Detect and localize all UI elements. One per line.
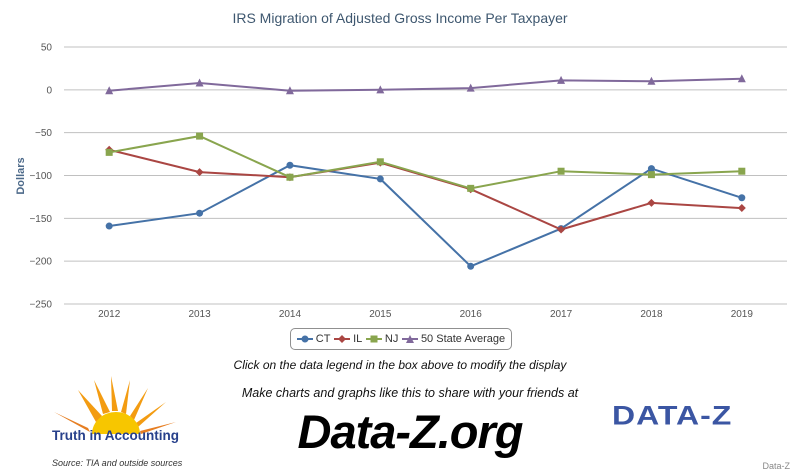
- data-point[interactable]: [647, 171, 655, 179]
- x-tick-label: 2018: [640, 309, 663, 320]
- triangle-marker-icon: [401, 335, 418, 343]
- y-tick-label: 50: [41, 43, 53, 54]
- instruction-text: Click on the data legend in the box abov…: [233, 358, 567, 372]
- series-line: [109, 135, 742, 190]
- legend-label: IL: [353, 333, 363, 345]
- x-tick-label: 2012: [98, 309, 121, 320]
- y-tick-label: −50: [35, 128, 52, 139]
- data-point[interactable]: [285, 86, 294, 95]
- x-tick-label: 2016: [460, 309, 483, 320]
- data-point[interactable]: [738, 167, 746, 175]
- data-point[interactable]: [738, 194, 746, 202]
- chart-title: IRS Migration of Adjusted Gross Income P…: [232, 10, 567, 26]
- data-point[interactable]: [467, 262, 475, 270]
- diamond-marker-icon: [334, 335, 351, 343]
- legend-item-il[interactable]: IL: [334, 333, 362, 345]
- x-tick-label: 2015: [369, 309, 392, 320]
- data-point[interactable]: [376, 85, 385, 94]
- legend-item-50-state-average[interactable]: 50 State Average: [401, 333, 506, 345]
- y-axis-title: Dollars: [15, 157, 27, 194]
- series-nj: [105, 132, 746, 192]
- data-point[interactable]: [196, 132, 204, 140]
- data-point[interactable]: [286, 173, 294, 181]
- y-tick-label: −200: [29, 257, 52, 268]
- data-point[interactable]: [557, 167, 565, 175]
- chart-credit[interactable]: Data-Z: [762, 461, 790, 471]
- x-tick-label: 2017: [550, 309, 573, 320]
- x-tick-label: 2013: [188, 309, 211, 320]
- x-tick-label: 2019: [731, 309, 754, 320]
- data-point[interactable]: [105, 222, 113, 230]
- x-tick-labels: 2012 2013 2014 2015 2016 2017 2018 2019: [98, 309, 753, 320]
- series-line: [109, 164, 743, 268]
- y-tick-label: −100: [29, 171, 52, 182]
- series-line: [109, 77, 742, 92]
- data-point[interactable]: [286, 161, 294, 169]
- data-point[interactable]: [647, 165, 655, 173]
- tia-logo-text: Truth in Accounting: [52, 428, 179, 443]
- data-point[interactable]: [647, 198, 656, 207]
- data-point[interactable]: [557, 225, 566, 234]
- data-point[interactable]: [647, 76, 656, 85]
- data-point[interactable]: [196, 209, 204, 217]
- data-point[interactable]: [105, 86, 114, 95]
- series-il: [105, 145, 746, 234]
- y-tick-label: −150: [29, 214, 52, 225]
- square-marker-icon: [365, 335, 382, 343]
- circle-marker-icon: [296, 335, 313, 343]
- legend-item-nj[interactable]: NJ: [365, 333, 399, 345]
- data-z-logo: DATA-Z: [612, 400, 733, 431]
- data-point[interactable]: [376, 175, 384, 183]
- series-line: [108, 148, 742, 231]
- data-point[interactable]: [467, 184, 475, 192]
- data-point[interactable]: [195, 168, 204, 177]
- data-point[interactable]: [737, 204, 746, 213]
- legend-label: 50 State Average: [420, 333, 506, 345]
- sun-logo-icon: [54, 376, 176, 434]
- data-point[interactable]: [737, 74, 746, 83]
- data-point[interactable]: [466, 83, 475, 92]
- chart-legend: CT IL NJ 50 State Average: [290, 328, 512, 350]
- x-tick-label: 2014: [279, 309, 302, 320]
- data-point[interactable]: [195, 78, 204, 87]
- source-note: Source: TIA and outside sources: [52, 458, 183, 468]
- series-50-state-average: [105, 74, 746, 95]
- y-tick-label: −250: [29, 300, 52, 311]
- promo-text: Make charts and graphs like this to shar…: [241, 386, 579, 400]
- legend-label: CT: [315, 333, 331, 345]
- series-layer: [105, 74, 746, 270]
- legend-item-ct[interactable]: CT: [296, 333, 331, 345]
- data-point[interactable]: [376, 158, 384, 166]
- y-tick-label: 0: [46, 85, 52, 96]
- site-url[interactable]: Data-Z.org: [297, 405, 524, 458]
- data-point[interactable]: [105, 148, 113, 156]
- data-point[interactable]: [557, 75, 566, 84]
- y-tick-labels: 50 0 −50 −100 −150 −200 −250: [29, 43, 52, 311]
- legend-label: NJ: [384, 333, 399, 345]
